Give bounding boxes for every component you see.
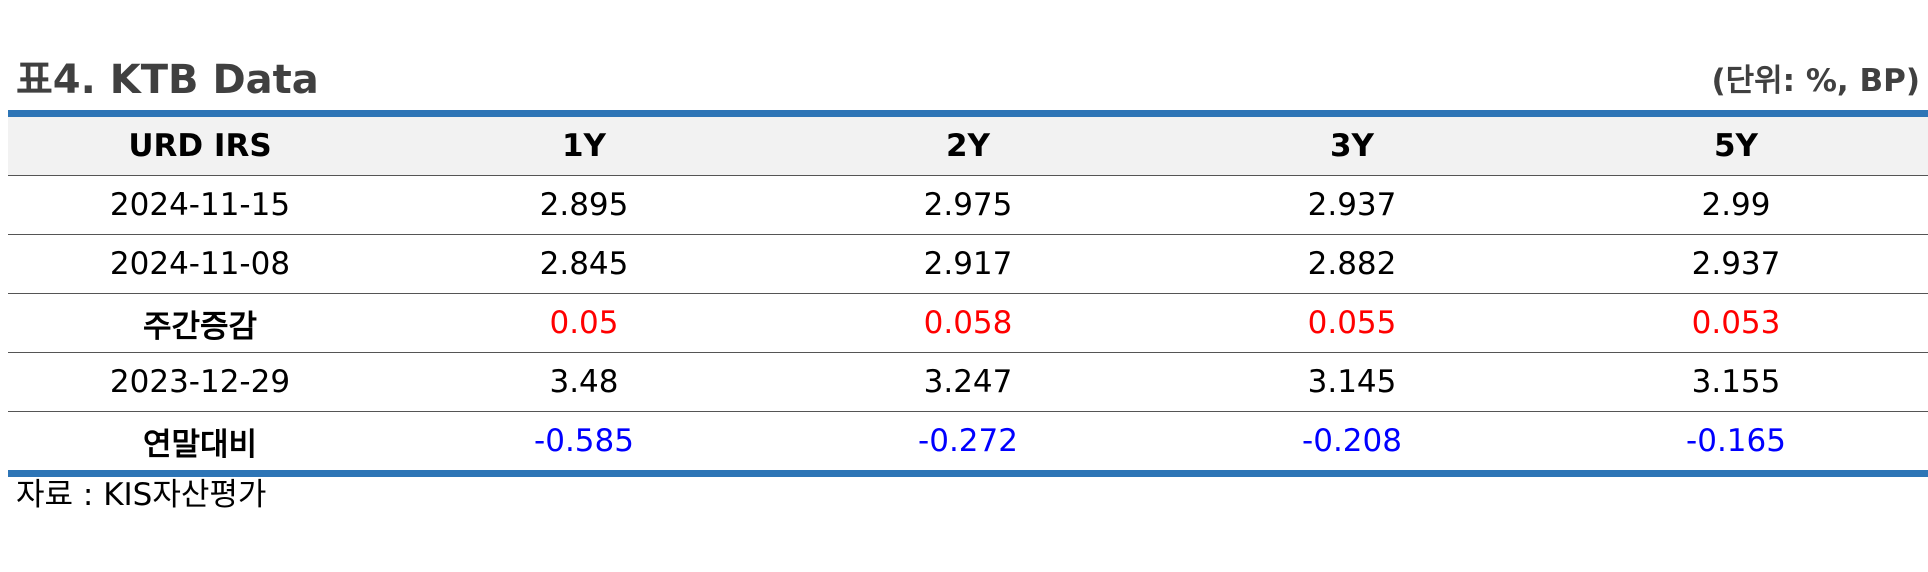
table-header-row: URD IRS 1Y 2Y 3Y 5Y: [8, 113, 1928, 176]
table-title: 표4. KTB Data: [16, 57, 319, 103]
ktb-table-container: URD IRS 1Y 2Y 3Y 5Y 2024-11-15 2.895 2.9…: [8, 110, 1928, 477]
table-row-weekly-change: 주간증감 0.05 0.058 0.055 0.053: [8, 293, 1928, 353]
column-header-1y: 1Y: [392, 113, 776, 176]
cell-value: 3.48: [392, 352, 776, 412]
column-header-label: URD IRS: [8, 113, 392, 176]
cell-value: 2.845: [392, 234, 776, 294]
cell-value-decrease: -0.208: [1160, 411, 1544, 474]
table-row-ytd-change: 연말대비 -0.585 -0.272 -0.208 -0.165: [8, 411, 1928, 474]
cell-value: 2.937: [1160, 175, 1544, 235]
cell-value: 3.155: [1544, 352, 1928, 412]
table-row: 2024-11-15 2.895 2.975 2.937 2.99: [8, 175, 1928, 235]
cell-value: 2.882: [1160, 234, 1544, 294]
column-header-3y: 3Y: [1160, 113, 1544, 176]
table-row: 2023-12-29 3.48 3.247 3.145 3.155: [8, 352, 1928, 412]
row-label: 주간증감: [8, 293, 392, 353]
cell-value-decrease: -0.585: [392, 411, 776, 474]
cell-value: 3.145: [1160, 352, 1544, 412]
ktb-data-table: URD IRS 1Y 2Y 3Y 5Y 2024-11-15 2.895 2.9…: [8, 110, 1928, 477]
cell-value-increase: 0.058: [776, 293, 1160, 353]
column-header-2y: 2Y: [776, 113, 1160, 176]
cell-value: 2.895: [392, 175, 776, 235]
unit-label: (단위: %, BP): [1711, 63, 1920, 99]
cell-value-decrease: -0.272: [776, 411, 1160, 474]
source-note: 자료 : KIS자산평가: [16, 477, 267, 513]
cell-value: 2.975: [776, 175, 1160, 235]
table-row: 2024-11-08 2.845 2.917 2.882 2.937: [8, 234, 1928, 294]
row-label: 2024-11-15: [8, 175, 392, 235]
row-label: 연말대비: [8, 411, 392, 474]
row-label: 2024-11-08: [8, 234, 392, 294]
cell-value-decrease: -0.165: [1544, 411, 1928, 474]
cell-value-increase: 0.053: [1544, 293, 1928, 353]
cell-value: 3.247: [776, 352, 1160, 412]
row-label: 2023-12-29: [8, 352, 392, 412]
cell-value-increase: 0.05: [392, 293, 776, 353]
cell-value: 2.937: [1544, 234, 1928, 294]
cell-value: 2.917: [776, 234, 1160, 294]
cell-value-increase: 0.055: [1160, 293, 1544, 353]
column-header-5y: 5Y: [1544, 113, 1928, 176]
cell-value: 2.99: [1544, 175, 1928, 235]
